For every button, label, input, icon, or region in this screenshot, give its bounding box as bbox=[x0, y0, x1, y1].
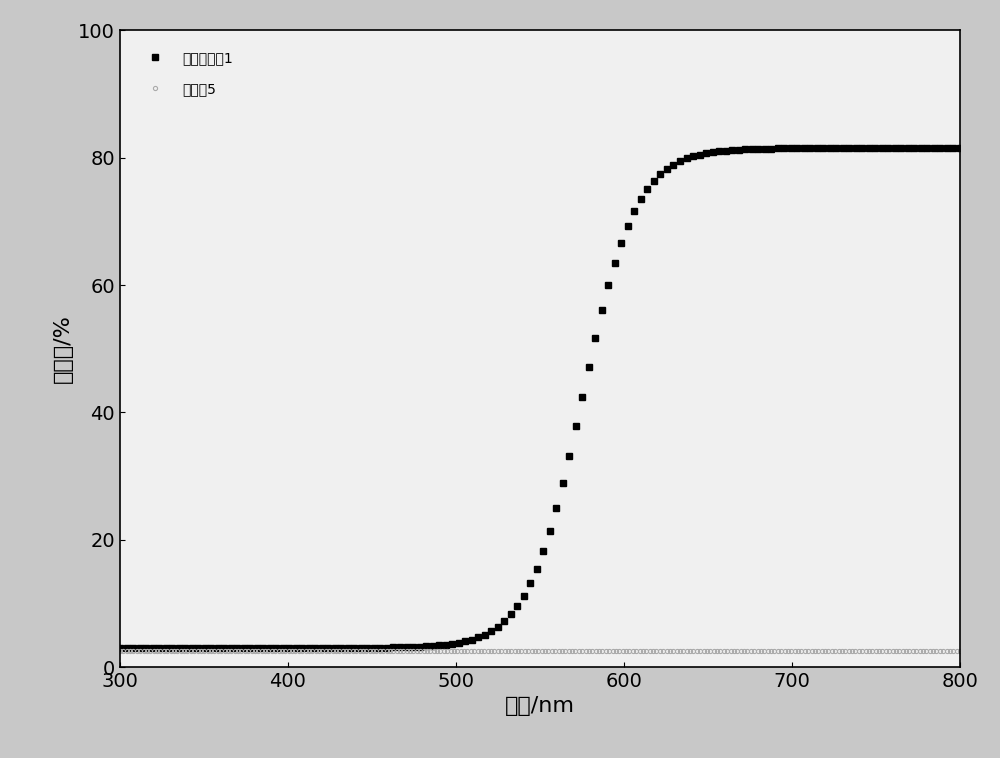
比较实施例1 bbox=[153, 644, 165, 653]
实施例5 bbox=[920, 647, 932, 656]
比较实施例1 bbox=[954, 143, 966, 152]
Legend: 比较实施例1, 实施例5: 比较实施例1, 实施例5 bbox=[127, 37, 247, 110]
比较实施例1 bbox=[114, 644, 126, 653]
Line: 比较实施例1: 比较实施例1 bbox=[117, 145, 963, 651]
实施例5 bbox=[694, 647, 706, 656]
Y-axis label: 透过率/%: 透过率/% bbox=[53, 315, 73, 383]
实施例5 bbox=[954, 647, 966, 656]
实施例5 bbox=[114, 647, 126, 656]
比较实施例1 bbox=[882, 143, 894, 152]
Line: 实施例5: 实施例5 bbox=[118, 649, 962, 653]
比较实施例1 bbox=[570, 422, 582, 431]
比较实施例1 bbox=[824, 143, 836, 152]
实施例5 bbox=[252, 647, 264, 656]
实施例5 bbox=[461, 647, 473, 656]
比较实施例1 bbox=[850, 143, 862, 152]
实施例5 bbox=[600, 647, 612, 656]
X-axis label: 波长/nm: 波长/nm bbox=[505, 697, 575, 716]
实施例5 bbox=[451, 647, 463, 656]
比较实施例1 bbox=[713, 147, 725, 156]
